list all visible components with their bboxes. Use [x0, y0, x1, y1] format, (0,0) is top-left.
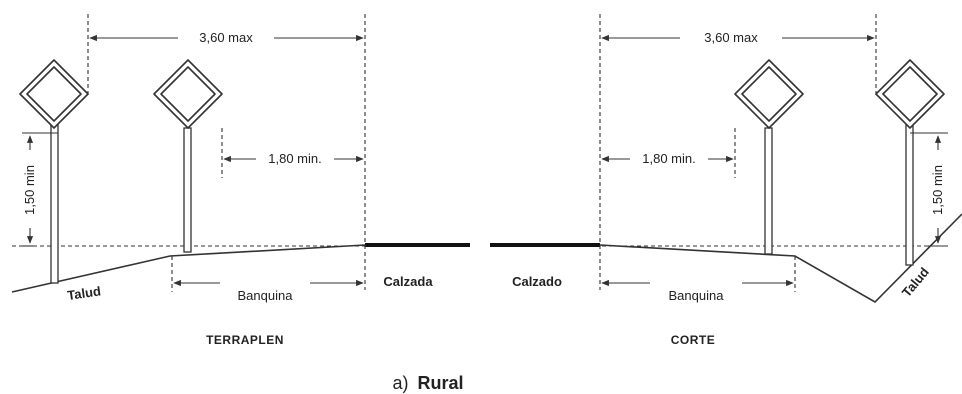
sign-right-inner [734, 59, 804, 255]
shoulder-label: Banquina [238, 288, 294, 303]
dim-top-label: 3,60 max [704, 30, 758, 45]
caption-prefix: a) [392, 373, 408, 393]
caption-title: Rural [418, 373, 464, 393]
dim-mid-label: 1,80 min. [268, 151, 321, 166]
sign-left-outer [19, 59, 89, 284]
road-label: Calzado [512, 274, 562, 289]
corte-section: 3,60 max 1,80 min. 1,50 min Banquina Tal… [490, 14, 962, 347]
sign-right-outer [875, 59, 945, 266]
section-label: CORTE [671, 333, 716, 347]
slope-label: Talud [66, 283, 102, 303]
ground-profile [599, 213, 962, 304]
figure-caption: a) Rural [392, 373, 463, 393]
slope-label: Talud [899, 264, 932, 300]
dim-vertical-label: 1,50 min [22, 165, 37, 215]
shoulder-label: Banquina [669, 288, 725, 303]
road-label: Calzada [383, 274, 433, 289]
dim-top-label: 3,60 max [199, 30, 253, 45]
ground-profile [11, 244, 366, 293]
dim-vertical-label: 1,50 min [930, 165, 945, 215]
terraplen-section: 3,60 max 1,80 min. 1,50 min Banquina Tal… [11, 14, 470, 347]
section-label: TERRAPLEN [206, 333, 284, 347]
sign-left-inner [153, 59, 223, 253]
dim-mid-label: 1,80 min. [642, 151, 695, 166]
